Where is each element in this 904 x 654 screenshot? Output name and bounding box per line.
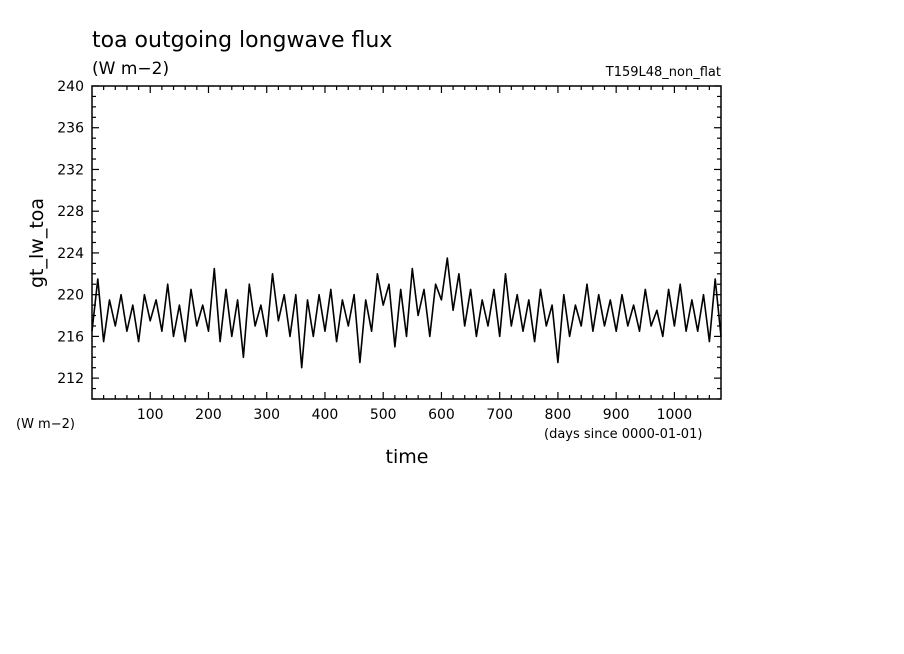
y-tick-label: 224 — [57, 246, 84, 262]
x-tick-label: 400 — [312, 407, 339, 423]
y-tick-labels: 212 216 220 224 228 232 236 240 — [57, 79, 84, 387]
x-tick-label: 600 — [428, 407, 455, 423]
x-tick-label: 100 — [137, 407, 164, 423]
x-tick-label: 300 — [253, 407, 280, 423]
y-tick-label: 216 — [57, 329, 84, 345]
x-tick-labels: 100 200 300 400 500 600 700 800 900 1000 — [137, 407, 692, 423]
y-tick-label: 228 — [57, 204, 84, 220]
y-tick-label: 236 — [57, 121, 84, 137]
x-axis-units: (days since 0000-01-01) — [544, 427, 702, 442]
x-tick-label: 1000 — [657, 407, 693, 423]
x-tick-label: 800 — [545, 407, 572, 423]
series-line-gt-lw-toa — [91, 257, 722, 369]
y-tick-label: 240 — [57, 79, 84, 95]
y-axis-units: (W m−2) — [16, 417, 75, 432]
x-tick-label: 500 — [370, 407, 397, 423]
y-tick-label: 232 — [57, 162, 84, 178]
y-tick-label: 220 — [57, 288, 84, 304]
title-units: (W m−2) — [92, 59, 169, 79]
chart-title: toa outgoing longwave flux — [92, 28, 392, 53]
y-tick-label: 212 — [57, 371, 84, 387]
x-tick-label: 200 — [195, 407, 222, 423]
x-tick-label: 900 — [603, 407, 630, 423]
run-label: T159L48_non_flat — [605, 65, 721, 80]
plot-frame — [91, 85, 722, 400]
x-tick-label: 700 — [486, 407, 513, 423]
y-axis-label: gt_lw_toa — [26, 198, 48, 288]
x-axis-label: time — [386, 446, 429, 468]
